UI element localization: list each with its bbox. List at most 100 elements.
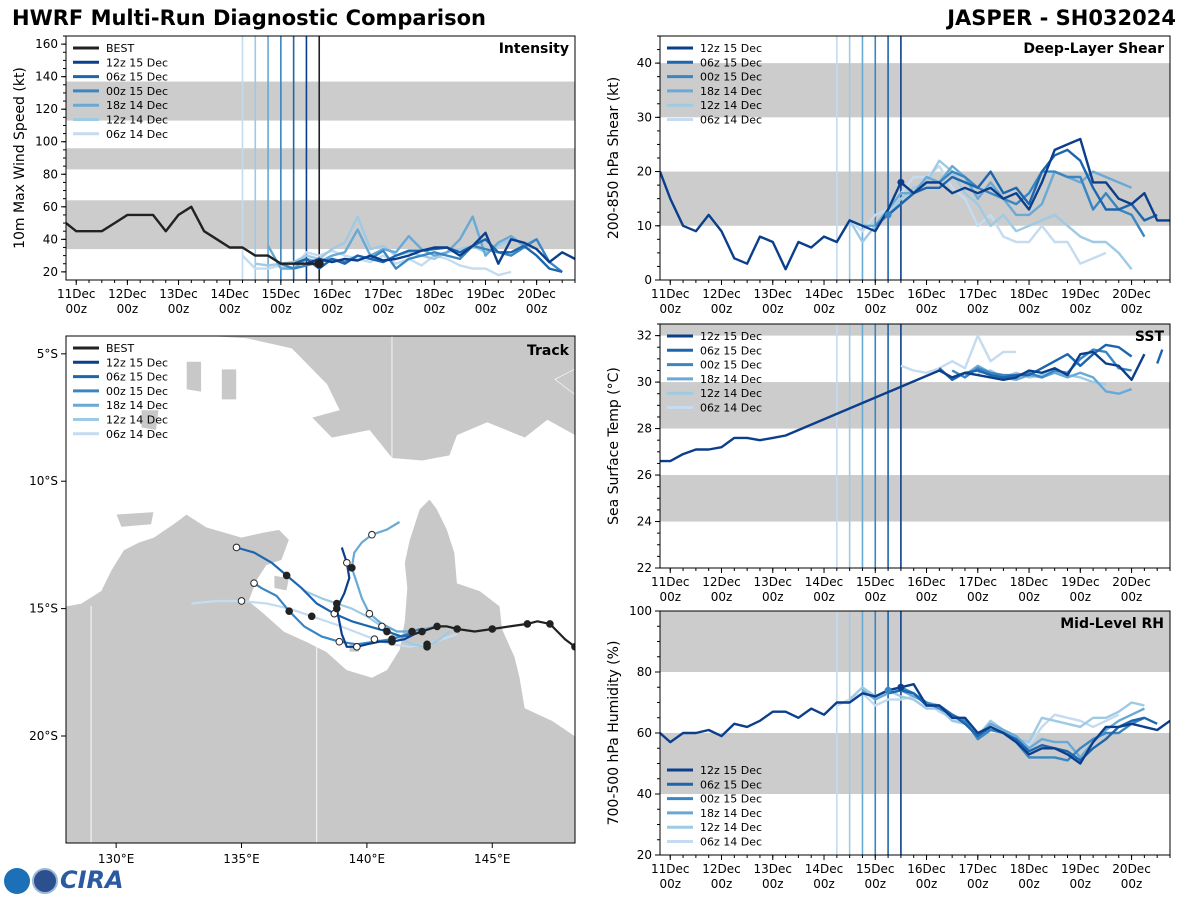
shear-chart: 01020304011Dec00z12Dec00z13Dec00z14Dec00… bbox=[606, 35, 1171, 316]
legend-label: 12z 14 Dec bbox=[106, 114, 168, 127]
legend-label: 06z 15 Dec bbox=[700, 56, 762, 69]
series-line-12z-14-Dec bbox=[848, 159, 1133, 270]
tanimbar-islands bbox=[140, 409, 160, 431]
x-tick-label: 18Dec bbox=[1010, 287, 1048, 301]
x-tick-label: 16Dec bbox=[313, 287, 352, 301]
y-tick-label: 40 bbox=[43, 232, 58, 246]
melville-island bbox=[115, 511, 155, 528]
x-tick-label-hour: 00z bbox=[711, 302, 733, 316]
x-tick-label: 17Dec bbox=[364, 287, 403, 301]
y-tick-label: 20 bbox=[637, 848, 652, 862]
legend-label: 12z 15 Dec bbox=[700, 330, 762, 343]
legend-label: 00z 15 Dec bbox=[700, 793, 762, 806]
init-marker bbox=[897, 683, 905, 691]
gray-band bbox=[660, 171, 1170, 226]
x-tick-label-hour: 00z bbox=[168, 302, 190, 316]
current-position-marker bbox=[314, 259, 324, 269]
series-line-BEST bbox=[66, 205, 320, 265]
x-tick-label: 16Dec bbox=[907, 862, 946, 876]
lon-tick-label: 135°E bbox=[223, 852, 260, 866]
legend-label: 06z 15 Dec bbox=[700, 778, 762, 791]
y-tick-label: 30 bbox=[637, 375, 652, 389]
track-point bbox=[571, 643, 575, 651]
gray-band bbox=[660, 63, 1170, 118]
x-tick-label: 17Dec bbox=[959, 862, 998, 876]
y-tick-label: 60 bbox=[637, 726, 652, 740]
plot-area bbox=[66, 36, 575, 280]
legend-label: 06z 14 Dec bbox=[106, 128, 168, 141]
x-tick-label-hour: 00z bbox=[1018, 877, 1040, 891]
lon-tick-label: 145°E bbox=[474, 852, 511, 866]
gray-band bbox=[660, 475, 1170, 522]
x-tick-label: 20Dec bbox=[517, 287, 556, 301]
track-point bbox=[418, 627, 426, 636]
track-point bbox=[353, 643, 361, 651]
x-tick-label: 16Dec bbox=[907, 575, 946, 589]
lat-tick-label: 10°S bbox=[29, 474, 58, 488]
legend-label: 06z 14 Dec bbox=[700, 114, 762, 127]
x-tick-label-hour: 00z bbox=[372, 302, 394, 316]
x-tick-label: 12Dec bbox=[702, 862, 741, 876]
track-point bbox=[365, 609, 374, 618]
storm-id-title: JASPER - SH032024 bbox=[947, 6, 1176, 30]
series-line-12z-15-Dec bbox=[305, 231, 575, 265]
panel-title: Intensity bbox=[499, 41, 569, 57]
x-tick-label-hour: 00z bbox=[1070, 302, 1092, 316]
y-tick-label: 40 bbox=[637, 787, 652, 801]
x-tick-label: 19Dec bbox=[1061, 575, 1100, 589]
track-point bbox=[388, 637, 396, 646]
plot-area bbox=[660, 36, 1170, 280]
x-tick-label: 13Dec bbox=[754, 287, 793, 301]
init-marker bbox=[884, 211, 892, 219]
x-tick-label-hour: 00z bbox=[219, 302, 241, 316]
track-point bbox=[408, 627, 416, 636]
x-tick-label-hour: 00z bbox=[475, 302, 497, 316]
x-tick-label: 14Dec bbox=[805, 862, 844, 876]
track-point bbox=[232, 543, 241, 552]
y-tick-label: 80 bbox=[637, 665, 652, 679]
kai-islands bbox=[186, 361, 202, 393]
track-map: 130°E 135°E 140°E 145°E 5°S 10°S 15°S 20°S Track… bbox=[29, 335, 576, 866]
legend-label: 00z 15 Dec bbox=[106, 85, 168, 98]
init-marker bbox=[897, 178, 905, 186]
panel-title: Mid-Level RH bbox=[1060, 616, 1164, 632]
legend-label: BEST bbox=[106, 42, 134, 55]
x-tick-label-hour: 00z bbox=[1121, 590, 1143, 604]
sst-chart: 22242628303211Dec00z12Dec00z13Dec00z14De… bbox=[606, 323, 1171, 604]
legend-label: 12z 15 Dec bbox=[106, 56, 168, 69]
gray-band bbox=[660, 733, 1170, 794]
x-tick-label-hour: 00z bbox=[659, 590, 681, 604]
x-tick-label-hour: 00z bbox=[1018, 590, 1040, 604]
x-tick-label-hour: 00z bbox=[967, 877, 989, 891]
y-axis-label: 700-500 hPa Humidity (%) bbox=[606, 641, 622, 826]
lat-tick-label: 15°S bbox=[29, 602, 58, 616]
rh-chart: 2040608010011Dec00z12Dec00z13Dec00z14Dec… bbox=[606, 604, 1171, 891]
cira-logo: CIRA bbox=[4, 866, 124, 894]
x-tick-label-hour: 00z bbox=[813, 590, 835, 604]
x-tick-label-hour: 00z bbox=[762, 877, 784, 891]
legend-label: 06z 14 Dec bbox=[106, 428, 168, 441]
aru-islands bbox=[221, 368, 237, 400]
x-tick-label: 11Dec bbox=[651, 862, 690, 876]
x-tick-label-hour: 00z bbox=[813, 877, 835, 891]
x-tick-label-hour: 00z bbox=[424, 302, 446, 316]
new-guinea-land bbox=[153, 336, 575, 462]
x-tick-label: 18Dec bbox=[415, 287, 454, 301]
track-point bbox=[433, 622, 441, 631]
x-tick-label: 18Dec bbox=[1010, 575, 1048, 589]
y-tick-label: 32 bbox=[637, 329, 652, 343]
legend-label: 00z 15 Dec bbox=[700, 71, 762, 84]
series-line-12z-14-Dec bbox=[848, 686, 1145, 744]
legend-label: 18z 14 Dec bbox=[700, 85, 762, 98]
x-tick-label-hour: 00z bbox=[65, 302, 87, 316]
track-point bbox=[546, 620, 554, 628]
y-tick-label: 0 bbox=[644, 273, 652, 287]
x-tick-label: 12Dec bbox=[108, 287, 147, 301]
page-title: HWRF Multi-Run Diagnostic Comparison bbox=[12, 6, 487, 30]
y-axis-label: 200-850 hPa Shear (kt) bbox=[606, 77, 622, 239]
plot-area bbox=[660, 611, 1170, 855]
series-line-06z-14-Dec bbox=[835, 164, 1107, 265]
x-tick-label: 16Dec bbox=[907, 287, 946, 301]
x-tick-label: 12Dec bbox=[702, 575, 741, 589]
x-tick-label: 11Dec bbox=[651, 575, 690, 589]
